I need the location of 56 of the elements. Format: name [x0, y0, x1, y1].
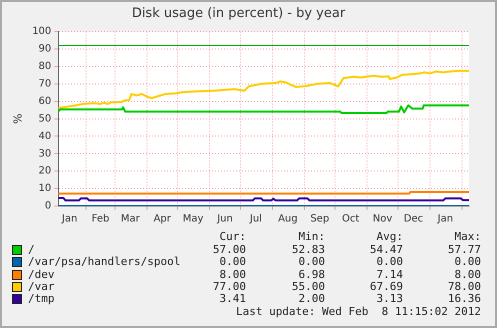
text: 7.14 — [376, 268, 403, 281]
x-tick-label: Sep — [310, 214, 330, 225]
legend-label: /var/psa/handlers/spool — [28, 255, 180, 268]
text: 0.00 — [220, 255, 246, 268]
text: Min: — [298, 230, 325, 243]
y-tick-label: 40 — [38, 130, 52, 142]
x-tick-label: Jan — [60, 214, 78, 225]
y-tick-label: 90 — [38, 44, 52, 55]
x-tick-label: Apr — [154, 214, 172, 225]
y-axis-title: % — [11, 114, 24, 124]
text: 6.98 — [298, 268, 325, 281]
legend-label: /tmp — [28, 292, 54, 306]
text: Last update: Wed Feb 8 11:15:02 2012 — [236, 304, 481, 318]
text: Avg: — [376, 230, 403, 243]
text: 8.00 — [220, 268, 246, 281]
x-tick-label: Mar — [120, 214, 141, 225]
text: 8.00 — [454, 268, 481, 281]
y-tick-label: 100 — [32, 26, 52, 38]
x-tick-label: Jan — [436, 214, 454, 225]
text: Max: — [454, 230, 481, 243]
x-tick-label: Dec — [404, 214, 424, 225]
x-tick-label: Feb — [92, 214, 110, 225]
text: 0.00 — [376, 255, 403, 268]
legend-label: / — [28, 243, 35, 256]
chart-title: Disk usage (in percent) - by year — [132, 6, 346, 22]
legend-label: /var — [28, 280, 54, 293]
text: 0.00 — [298, 255, 325, 268]
text: 57.00 — [212, 243, 246, 256]
text: 0.00 — [454, 255, 481, 268]
text: 2.00 — [298, 292, 325, 306]
x-tick-label: Aug — [278, 214, 298, 225]
text: 3.41 — [220, 292, 246, 306]
text: Cur: — [220, 230, 246, 243]
x-tick-label: May — [182, 214, 204, 225]
y-tick-label: 20 — [38, 166, 52, 177]
text: 78.00 — [448, 280, 481, 293]
x-tick-label: Jun — [216, 214, 233, 225]
x-tick-label: Oct — [342, 214, 360, 225]
text: 54.47 — [370, 243, 403, 256]
text: 52.83 — [292, 243, 325, 256]
x-tick-label: Nov — [372, 214, 392, 225]
text: 16.36 — [448, 292, 481, 306]
y-tick-label: 0 — [44, 200, 52, 212]
text: 3.13 — [376, 292, 403, 306]
y-tick-label: 10 — [38, 183, 52, 194]
text: 55.00 — [292, 280, 325, 293]
text: 67.69 — [370, 280, 403, 293]
x-tick-label: Jul — [248, 214, 262, 225]
y-tick-label: 50 — [38, 113, 52, 124]
y-tick-label: 80 — [38, 61, 52, 72]
y-tick-label: 30 — [38, 148, 52, 160]
y-tick-label: 70 — [38, 78, 52, 90]
text: 77.00 — [212, 280, 246, 293]
y-tick-label: 60 — [38, 96, 52, 107]
legend-label: /dev — [28, 268, 54, 281]
text: 57.77 — [448, 243, 481, 256]
